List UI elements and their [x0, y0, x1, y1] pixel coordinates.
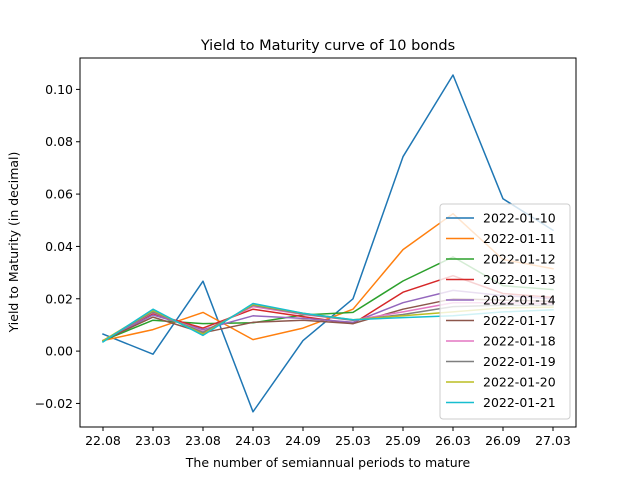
legend-entry: 2022-01-17	[483, 313, 556, 328]
x-tick-label: 25.03	[335, 433, 371, 448]
legend-entry: 2022-01-21	[483, 395, 556, 410]
plot-frame	[79, 57, 577, 428]
y-tick-label: 0.04	[45, 239, 73, 254]
chart-title: Yield to Maturity curve of 10 bonds	[200, 38, 455, 54]
x-axis: 22.08 23.03 23.08 24.03 24.09 25.03 25.09 26.03…	[85, 427, 571, 448]
y-tick-label: 0.00	[45, 344, 73, 359]
x-tick-label: 27.03	[535, 433, 571, 448]
x-axis-label: The number of semiannual periods to matu…	[185, 455, 471, 470]
y-axis-label: Yield to Maturity (in decimal)	[6, 152, 21, 334]
y-tick-label: 0.08	[45, 134, 73, 149]
legend-box	[439, 203, 571, 420]
x-tick-label: 24.09	[285, 433, 321, 448]
legend-entry: 2022-01-14	[483, 293, 556, 308]
x-tick-label: 25.09	[385, 433, 421, 448]
legend: 2022-01-10 2022-01-11 2022-01-12 2022-01-13…	[439, 203, 571, 420]
y-tick-label: 0.02	[45, 291, 73, 306]
legend-entry: 2022-01-12	[483, 252, 556, 267]
x-tick-label: 23.03	[135, 433, 171, 448]
y-tick-label: 0.06	[45, 187, 73, 202]
legend-entry: 2022-01-19	[483, 354, 556, 369]
x-tick-label: 22.08	[85, 433, 121, 448]
x-tick-label: 26.09	[485, 433, 521, 448]
x-tick-label: 26.03	[435, 433, 471, 448]
legend-entry: 2022-01-11	[483, 231, 556, 246]
x-tick-label: 23.08	[185, 433, 221, 448]
x-tick-label: 24.03	[235, 433, 271, 448]
legend-entry: 2022-01-18	[483, 334, 556, 349]
y-tick-label: −0.02	[35, 396, 73, 411]
y-axis: −0.02 0.00 0.02 0.04 0.06 0.08 0.10	[35, 82, 80, 411]
legend-entry: 2022-01-13	[483, 272, 556, 287]
legend-entry: 2022-01-10	[483, 211, 556, 226]
legend-entry: 2022-01-20	[483, 375, 556, 390]
y-tick-label: 0.10	[45, 82, 73, 97]
